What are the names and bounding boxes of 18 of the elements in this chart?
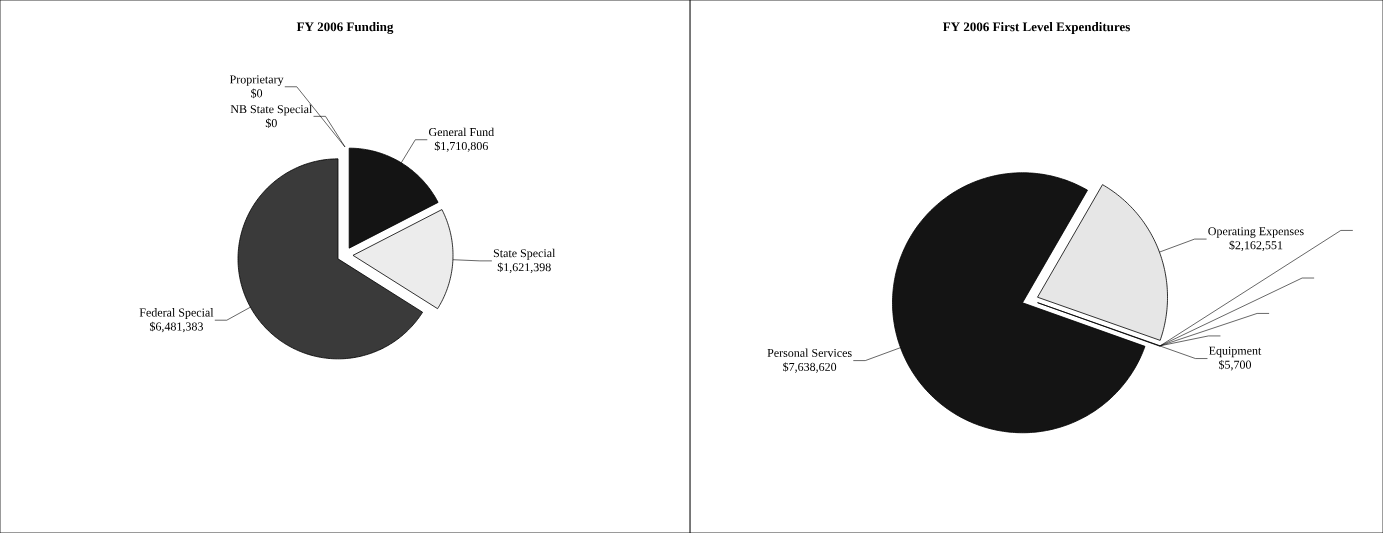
chart-title: FY 2006 Funding: [296, 22, 394, 34]
text: $0: [251, 88, 263, 99]
data-label: $6,481,383: [149, 321, 203, 333]
slice-label: General Fund: [428, 127, 495, 137]
slice-label: Equipment: [1209, 346, 1262, 358]
slice-label: Personal Services: [767, 348, 852, 357]
data-label: $5,700: [1219, 359, 1252, 371]
data-label: $1,621,398: [497, 262, 551, 273]
data-label: $1,710,806: [434, 141, 488, 152]
category-label: Proprietary: [229, 75, 284, 86]
slice-label: Operating Expenses: [1208, 227, 1304, 238]
data-label: $7,638,620: [783, 362, 837, 373]
category-label: NB State Special: [230, 104, 313, 116]
chart-title: FY 2006 First Level Expenditures: [942, 22, 1130, 34]
slice-label: Federal Special: [139, 308, 214, 319]
text: $0: [265, 118, 277, 128]
data-label: $2,162,551: [1229, 240, 1283, 251]
slice-label: State Special: [493, 248, 556, 260]
